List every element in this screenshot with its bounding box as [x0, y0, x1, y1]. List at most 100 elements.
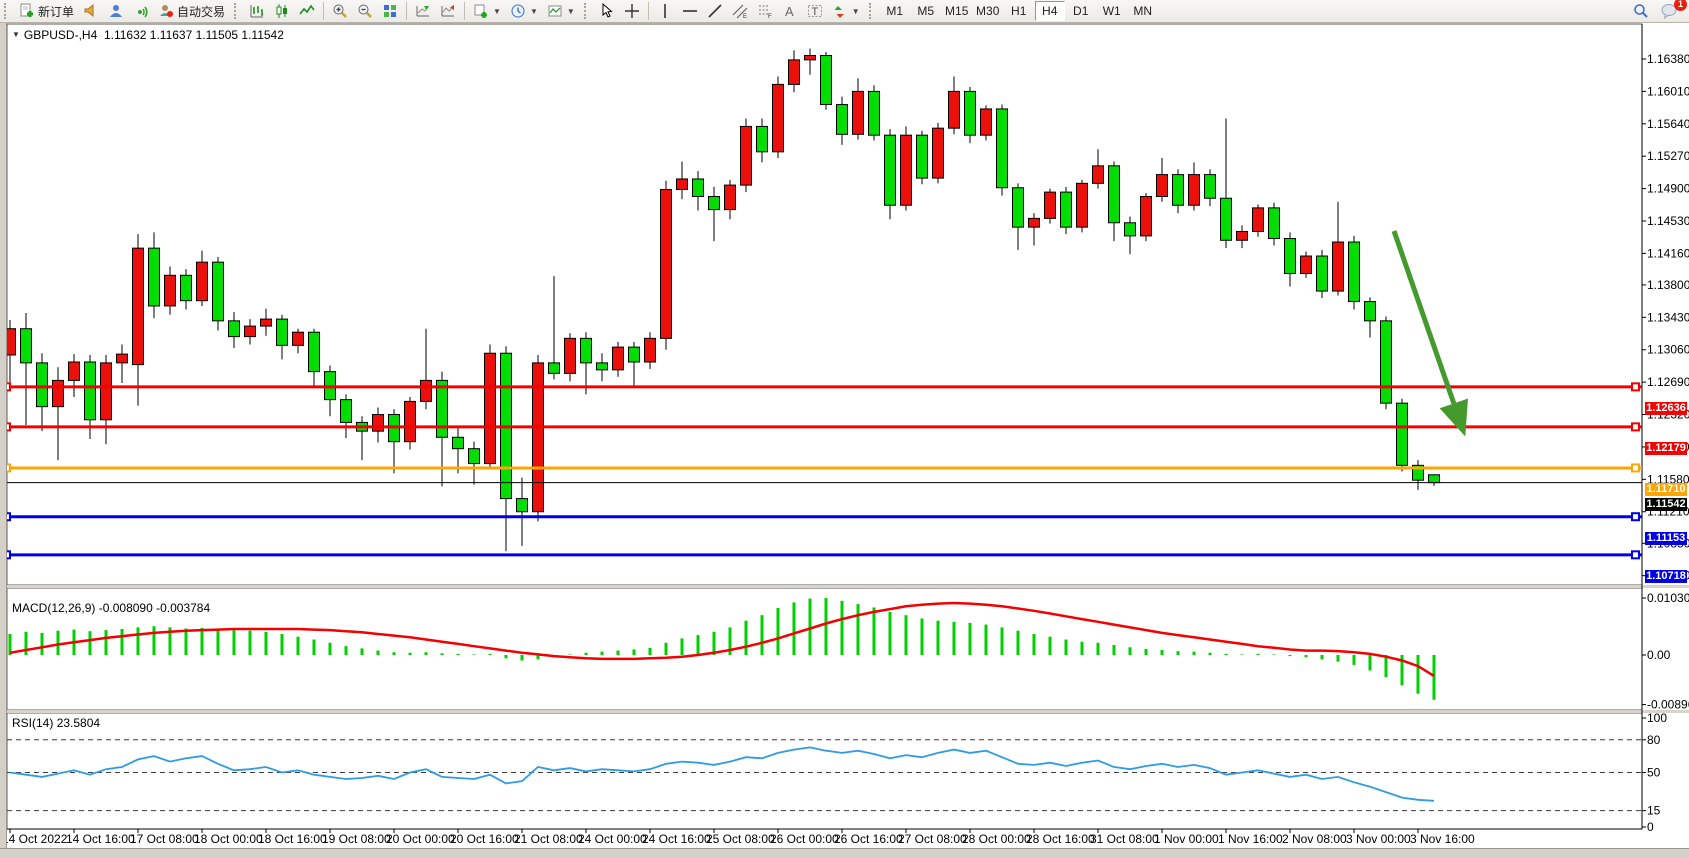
chart-title[interactable]: ▼ GBPUSD-,H4 1.11632 1.11637 1.11505 1.11…: [12, 28, 284, 42]
chart-window[interactable]: 1.16380 1.16010 1.15640 1.15270 1.14900 1.145…: [0, 22, 1689, 858]
new-order-button[interactable]: 新订单: [15, 1, 78, 21]
timeframe-m30-button[interactable]: M30: [973, 1, 1003, 21]
timeframe-d1-button[interactable]: D1: [1066, 1, 1096, 21]
candle-down: [1060, 191, 1072, 228]
zoom-out-button[interactable]: [353, 1, 377, 21]
price-level-badge[interactable]: 1.12179: [1645, 442, 1687, 456]
timeframe-m15-button[interactable]: M15: [942, 1, 972, 21]
cursor-button[interactable]: [595, 1, 619, 21]
candle-down: [84, 361, 96, 421]
toolbar-grip[interactable]: [583, 3, 591, 19]
community-button[interactable]: [104, 1, 128, 21]
price-level-badge[interactable]: 1.10718: [1645, 570, 1687, 584]
sound-icon: [84, 3, 94, 18]
notification-badge: 1: [1674, 0, 1687, 11]
candle-up: [788, 59, 800, 85]
candle-down: [1108, 165, 1120, 224]
timeframe-h4-button[interactable]: H4: [1034, 1, 1065, 21]
timeframe-h1-button[interactable]: H1: [1004, 1, 1034, 21]
price-level-badge[interactable]: 1.11153: [1645, 532, 1687, 546]
price-level-badge[interactable]: 1.12636: [1645, 402, 1687, 416]
price-axis-label: 1.14900: [1647, 182, 1689, 196]
period-button[interactable]: ▼: [506, 1, 542, 21]
candle-down: [340, 399, 352, 423]
fibonacci-button[interactable]: F: [753, 1, 777, 21]
candle-down: [436, 379, 448, 438]
candlestick-chart-button[interactable]: [270, 1, 294, 21]
time-axis-label: 28 Oct 00:00: [962, 832, 1031, 846]
time-axis-label: 18 Oct 16:00: [258, 832, 327, 846]
rsi-axis-label: 0: [1647, 820, 1654, 834]
candle-down: [1364, 301, 1376, 322]
candle-up: [532, 362, 544, 513]
candle-up: [804, 54, 816, 61]
price-axis-label: 1.15640: [1647, 117, 1689, 131]
candle-up: [564, 337, 576, 374]
arrows-button[interactable]: ▼: [828, 1, 864, 21]
time-axis-label: 18 Oct 00:00: [194, 832, 263, 846]
trend-arrow-annotation[interactable]: [1391, 230, 1468, 437]
clock-icon: [511, 4, 525, 18]
cursor-icon: [602, 3, 613, 18]
sound-alert-button[interactable]: [79, 1, 103, 21]
candles-layer[interactable]: [4, 54, 1440, 513]
macd-current-values: -0.008090 -0.003784: [98, 601, 211, 615]
candle-down: [516, 498, 528, 513]
auto-trading-button[interactable]: 自动交易: [154, 1, 229, 21]
channel-button[interactable]: E: [728, 1, 752, 21]
notifications-button[interactable]: 1: [1657, 0, 1687, 21]
price-axis-label: 1.15270: [1647, 149, 1689, 163]
text-label-button[interactable]: T: [803, 1, 827, 21]
candle-up: [164, 274, 176, 307]
auto-scroll-button[interactable]: [411, 1, 435, 21]
template-button[interactable]: ▼: [543, 1, 579, 21]
timeframe-mn-button[interactable]: MN: [1128, 1, 1158, 21]
level-lines-layer[interactable]: [0, 382, 1642, 560]
bar-chart-button[interactable]: [245, 1, 269, 21]
candle-up: [196, 261, 208, 302]
chart-shift-icon: [441, 5, 455, 17]
line-chart-button[interactable]: [295, 1, 319, 21]
rsi-axis-label: 80: [1647, 733, 1661, 747]
toolbar-separator: [647, 2, 649, 20]
candle-up: [292, 331, 304, 346]
tile-windows-button[interactable]: [378, 1, 402, 21]
vertical-line-button[interactable]: [653, 1, 677, 21]
signals-button[interactable]: [129, 1, 153, 21]
candle-down: [452, 436, 464, 450]
time-axis-label: 1 Nov 00:00: [1154, 832, 1219, 846]
candle-down: [1204, 174, 1216, 199]
trendline-button[interactable]: [703, 1, 727, 21]
line-chart-icon: [299, 4, 315, 15]
candle-down: [964, 90, 976, 136]
toolbar-grip[interactable]: [868, 3, 876, 19]
candle-down: [1284, 238, 1296, 275]
timeframe-w1-button[interactable]: W1: [1097, 1, 1127, 21]
new-order-label: 新订单: [38, 4, 75, 19]
candle-up: [852, 90, 864, 135]
horizontal-line-button[interactable]: [678, 1, 702, 21]
horizontal-line-icon: [682, 10, 697, 12]
price-level-badge[interactable]: 1.11542: [1645, 498, 1687, 512]
chart-canvas[interactable]: 1.16380 1.16010 1.15640 1.15270 1.14900 1.145…: [0, 22, 1689, 858]
toolbar-grip[interactable]: [4, 3, 11, 19]
chart-title-expand-icon[interactable]: ▼: [12, 30, 20, 39]
price-level-badge[interactable]: 1.11710: [1645, 483, 1687, 497]
timeframe-m5-button[interactable]: M5: [911, 1, 941, 21]
crosshair-button[interactable]: [620, 1, 644, 21]
rsi-axis-label: 15: [1647, 804, 1661, 818]
arrows-icon: [834, 6, 844, 18]
candle-up: [980, 108, 992, 136]
text-button[interactable]: A: [778, 1, 802, 21]
new-chart-button[interactable]: ▼: [469, 1, 505, 21]
candle-down: [36, 362, 48, 408]
zoom-in-button[interactable]: [328, 1, 352, 21]
candle-up: [660, 188, 672, 339]
chart-shift-button[interactable]: [436, 1, 460, 21]
auto-scroll-icon: [416, 6, 430, 17]
macd-axis-label: 0.00: [1647, 648, 1671, 662]
timeframe-m1-button[interactable]: M1: [880, 1, 910, 21]
toolbar-grip[interactable]: [234, 3, 241, 19]
search-button[interactable]: [1629, 1, 1653, 21]
